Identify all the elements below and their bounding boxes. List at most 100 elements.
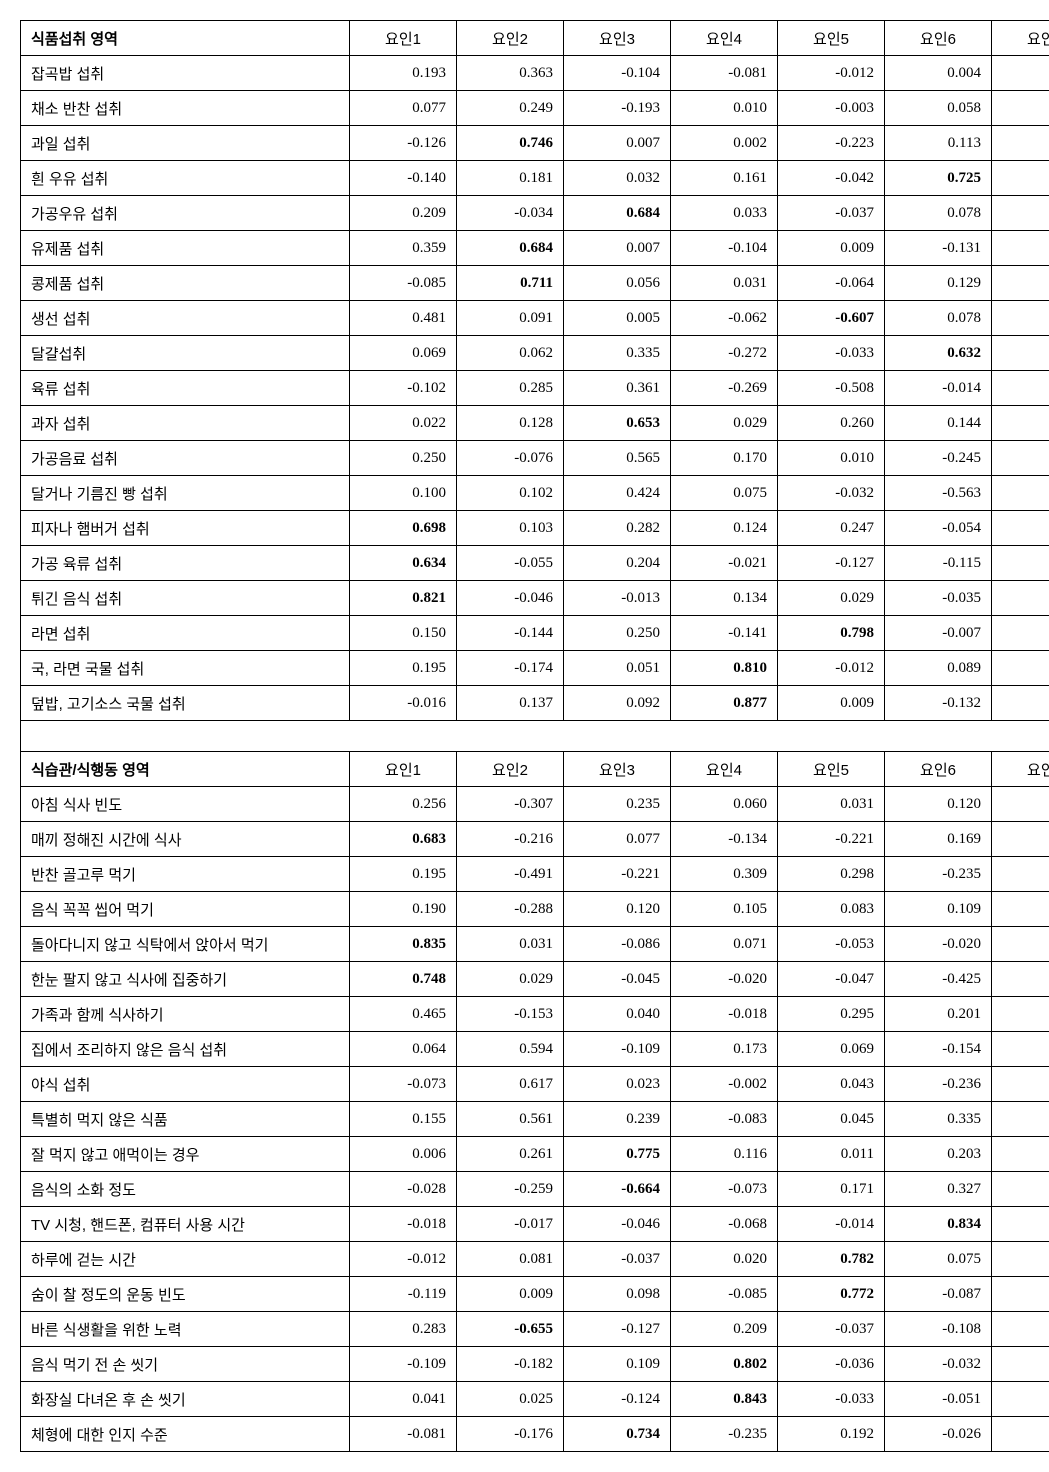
- cell-value: 0.031: [671, 266, 778, 301]
- cell-value: -0.664: [564, 1172, 671, 1207]
- cell-value: -0.124: [564, 1382, 671, 1417]
- cell-value: 0.105: [671, 892, 778, 927]
- cell-value: 0.010: [671, 91, 778, 126]
- cell-value: 0.684: [457, 231, 564, 266]
- row-label: TV 시청, 핸드폰, 컴퓨터 사용 시간: [21, 1207, 350, 1242]
- cell-value: -0.127: [778, 546, 885, 581]
- cell-value: 0.031: [778, 787, 885, 822]
- cell-value: -0.174: [457, 651, 564, 686]
- row-label: 반찬 골고루 먹기: [21, 857, 350, 892]
- cell-value: -0.259: [457, 1172, 564, 1207]
- cell-value: 0.363: [457, 56, 564, 91]
- cell-value: -0.115: [992, 1137, 1049, 1172]
- cell-value: 0.129: [885, 266, 992, 301]
- cell-value: -0.012: [350, 1242, 457, 1277]
- cell-value: -0.176: [457, 1417, 564, 1452]
- cell-value: -0.221: [778, 822, 885, 857]
- cell-value: -0.020: [885, 927, 992, 962]
- cell-value: 0.181: [457, 161, 564, 196]
- cell-value: -0.153: [457, 997, 564, 1032]
- row-label: 가공 육류 섭취: [21, 546, 350, 581]
- cell-value: 0.711: [457, 266, 564, 301]
- cell-value: 0.128: [457, 406, 564, 441]
- col-header: 요인4: [671, 752, 778, 787]
- cell-value: 0.031: [457, 927, 564, 962]
- col-header: 요인5: [778, 21, 885, 56]
- col-header: 요인1: [350, 21, 457, 56]
- cell-value: 0.006: [350, 1137, 457, 1172]
- cell-value: -0.126: [350, 126, 457, 161]
- cell-value: -0.108: [992, 511, 1049, 546]
- cell-value: 0.102: [457, 476, 564, 511]
- cell-value: -0.099: [992, 1102, 1049, 1137]
- cell-value: -0.064: [778, 266, 885, 301]
- cell-value: 0.734: [564, 1417, 671, 1452]
- cell-value: 0.261: [457, 1137, 564, 1172]
- cell-value: 0.877: [671, 686, 778, 721]
- cell-value: -0.083: [671, 1102, 778, 1137]
- row-label: 흰 우유 섭취: [21, 161, 350, 196]
- cell-value: -0.014: [885, 371, 992, 406]
- cell-value: -0.136: [992, 997, 1049, 1032]
- cell-value: -0.032: [778, 476, 885, 511]
- row-label: 하루에 걷는 시간: [21, 1242, 350, 1277]
- cell-value: 0.256: [350, 787, 457, 822]
- cell-value: -0.086: [564, 927, 671, 962]
- cell-value: 0.137: [457, 686, 564, 721]
- cell-value: 0.209: [350, 196, 457, 231]
- row-label: 돌아다니지 않고 식탁에서 앉아서 먹기: [21, 927, 350, 962]
- cell-value: 0.810: [671, 651, 778, 686]
- cell-value: -0.073: [350, 1067, 457, 1102]
- cell-value: 0.109: [885, 892, 992, 927]
- cell-value: -0.020: [671, 962, 778, 997]
- cell-value: 0.004: [992, 927, 1049, 962]
- cell-value: -0.033: [778, 336, 885, 371]
- cell-value: -0.054: [885, 511, 992, 546]
- cell-value: -0.031: [992, 476, 1049, 511]
- cell-value: 0.283: [350, 1312, 457, 1347]
- cell-value: -0.026: [885, 1417, 992, 1452]
- cell-value: 0.684: [564, 196, 671, 231]
- cell-value: 0.617: [457, 1067, 564, 1102]
- cell-value: 0.007: [564, 231, 671, 266]
- cell-value: 0.175: [992, 686, 1049, 721]
- row-label: 가족과 함께 식사하기: [21, 997, 350, 1032]
- col-header: 요인3: [564, 21, 671, 56]
- cell-value: -0.141: [671, 616, 778, 651]
- row-label: 과일 섭취: [21, 126, 350, 161]
- cell-value: -0.237: [992, 406, 1049, 441]
- cell-value: 0.100: [350, 476, 457, 511]
- cell-value: 0.009: [457, 1277, 564, 1312]
- cell-value: 0.748: [350, 962, 457, 997]
- section-title: 식습관/식행동 영역: [21, 752, 350, 787]
- cell-value: 0.063: [992, 1417, 1049, 1452]
- cell-value: 0.089: [992, 301, 1049, 336]
- cell-value: -0.073: [671, 1172, 778, 1207]
- cell-value: 0.089: [885, 651, 992, 686]
- cell-value: -0.028: [350, 1172, 457, 1207]
- cell-value: 0.083: [778, 892, 885, 927]
- cell-value: -0.235: [885, 857, 992, 892]
- row-label: 덮밥, 고기소스 국물 섭취: [21, 686, 350, 721]
- cell-value: -0.016: [350, 686, 457, 721]
- cell-value: -0.037: [778, 196, 885, 231]
- cell-value: -0.131: [885, 231, 992, 266]
- cell-value: 0.029: [457, 962, 564, 997]
- row-label: 라면 섭취: [21, 616, 350, 651]
- cell-value: 0.032: [564, 161, 671, 196]
- cell-value: -0.204: [992, 857, 1049, 892]
- cell-value: 0.782: [778, 1242, 885, 1277]
- cell-value: 0.775: [564, 1137, 671, 1172]
- cell-value: 0.746: [457, 126, 564, 161]
- cell-value: -0.012: [778, 56, 885, 91]
- cell-value: -0.109: [564, 1032, 671, 1067]
- cell-value: 0.160: [992, 336, 1049, 371]
- cell-value: 0.698: [350, 511, 457, 546]
- row-label: 화장실 다녀온 후 손 씻기: [21, 1382, 350, 1417]
- cell-value: -0.281: [992, 441, 1049, 476]
- cell-value: 0.043: [778, 1067, 885, 1102]
- cell-value: -0.037: [564, 1242, 671, 1277]
- cell-value: 0.109: [564, 1347, 671, 1382]
- cell-value: 0.051: [564, 651, 671, 686]
- cell-value: -0.002: [671, 1067, 778, 1102]
